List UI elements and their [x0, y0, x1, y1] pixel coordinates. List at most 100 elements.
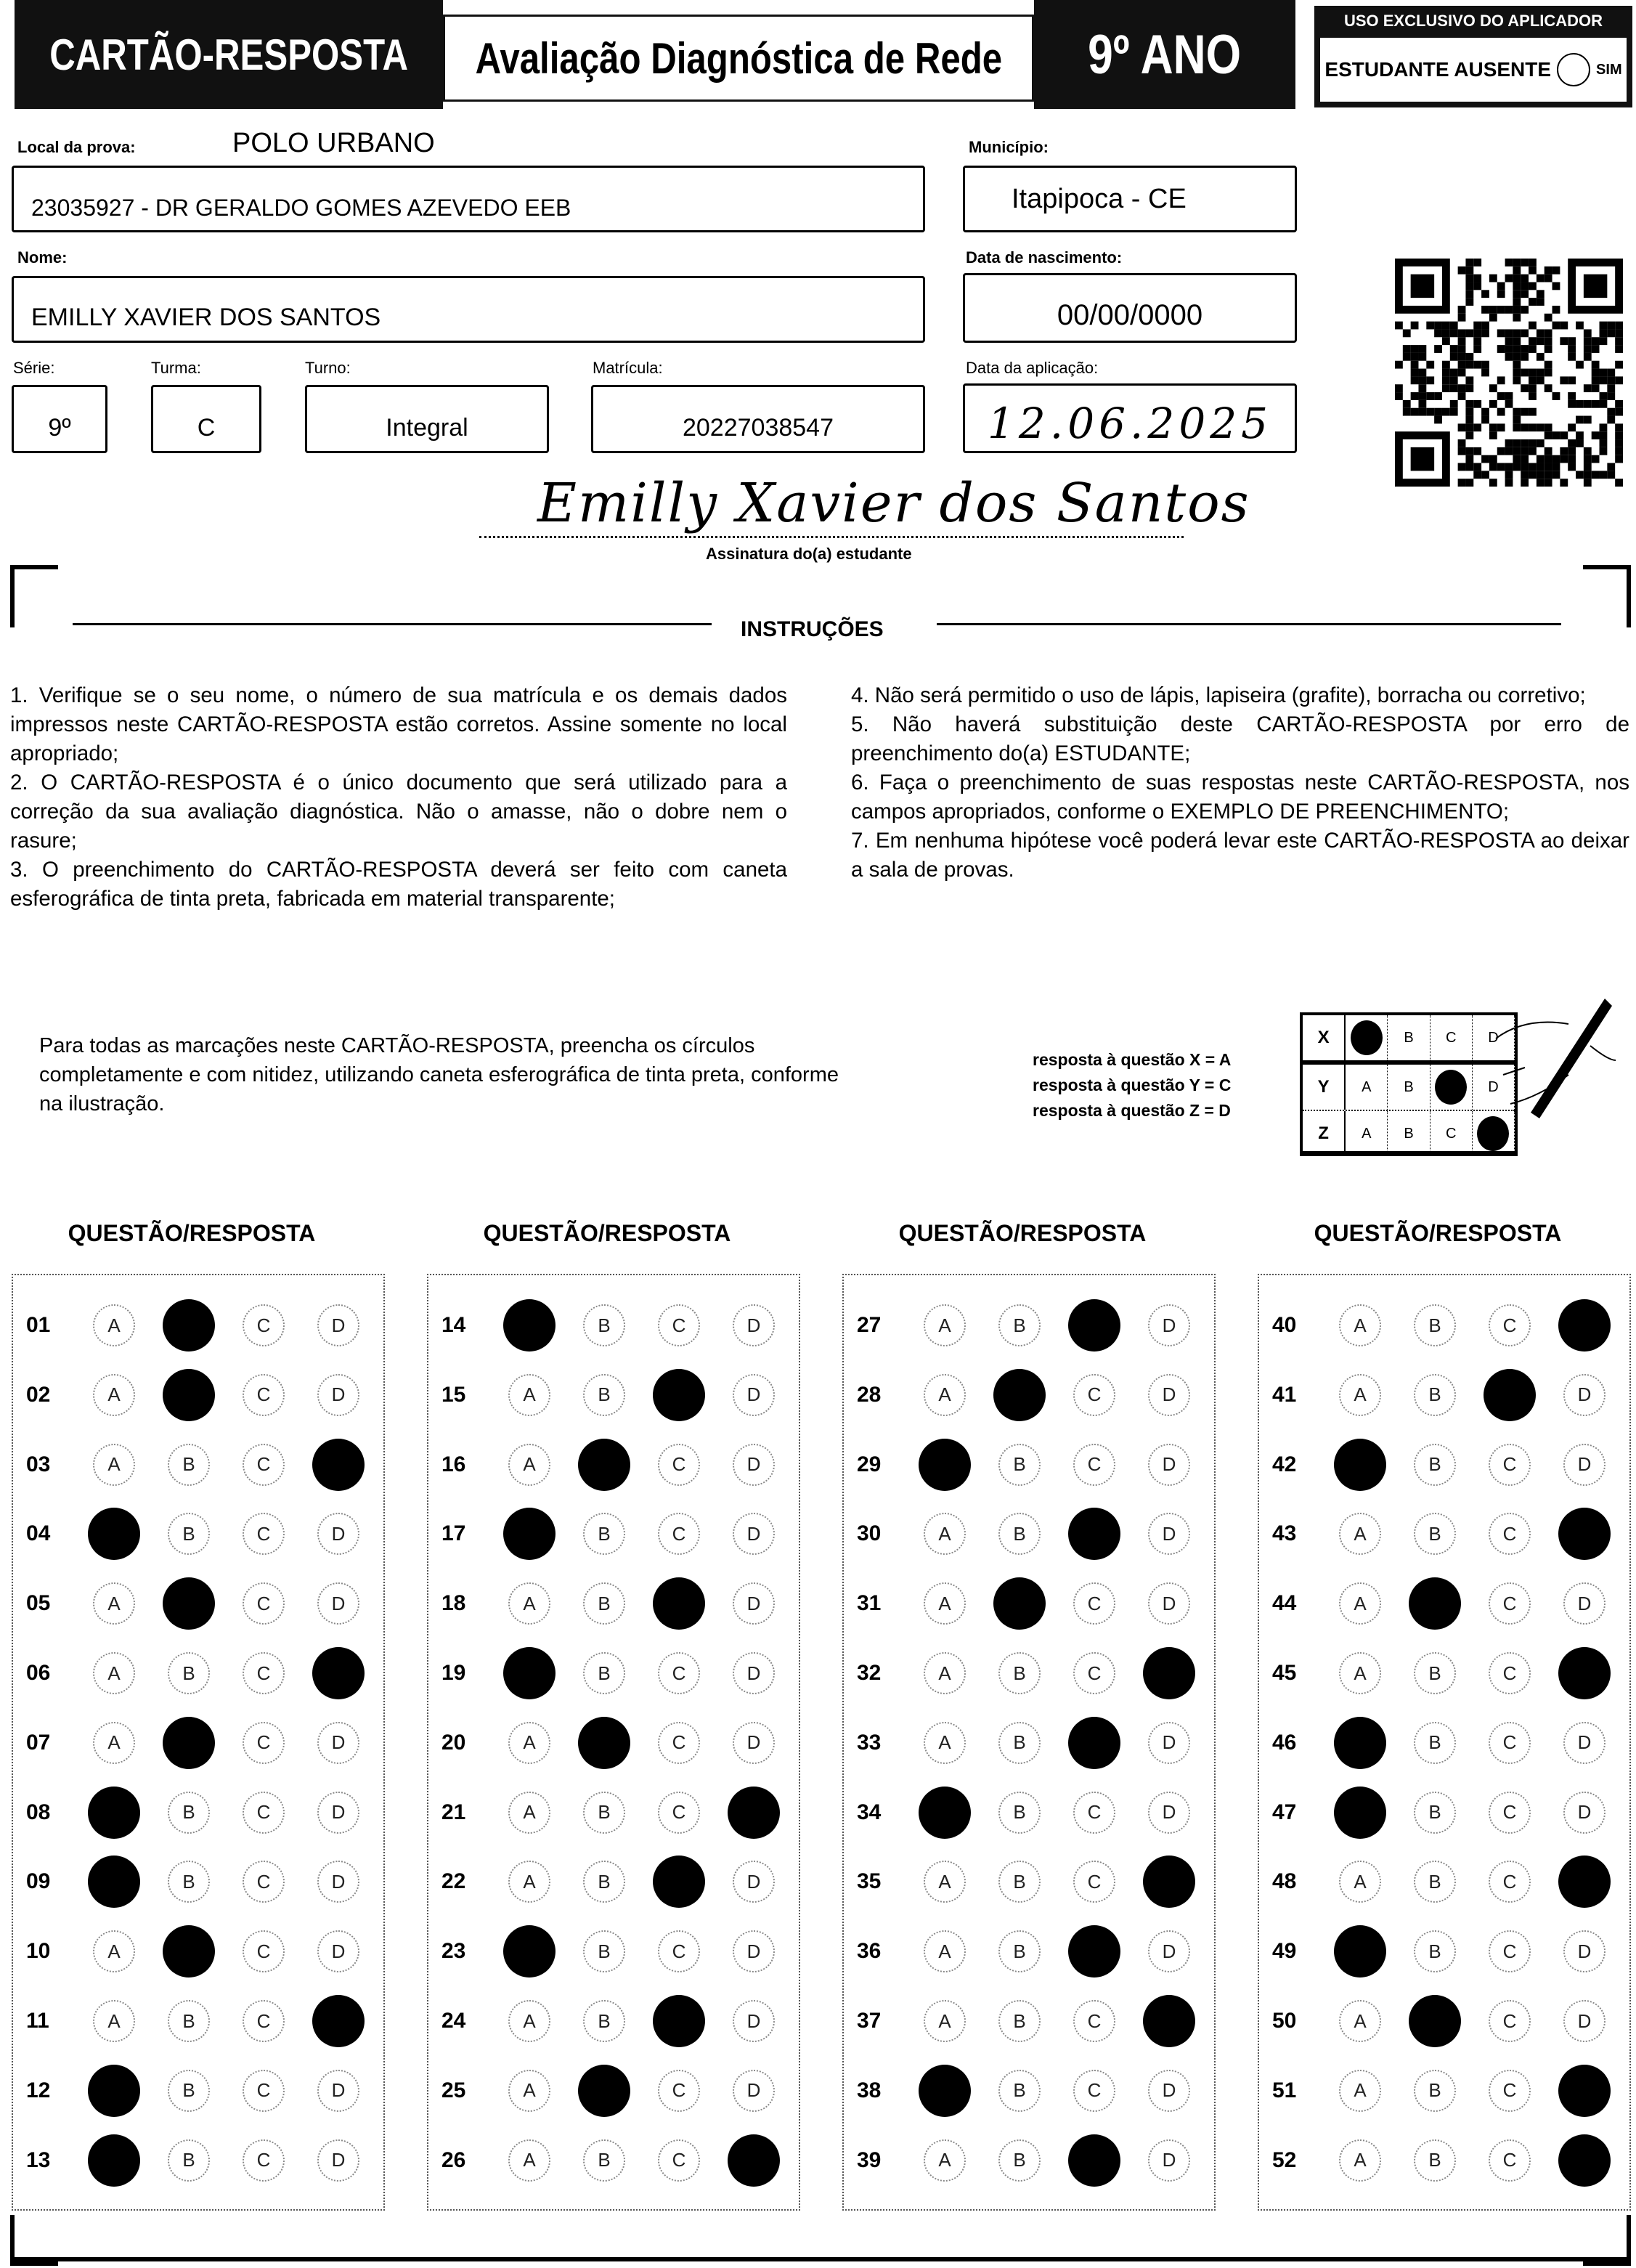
answer-bubble-c[interactable]: C	[243, 1652, 285, 1694]
answer-bubble-c[interactable]	[1068, 2134, 1120, 2187]
answer-bubble-d[interactable]	[312, 1438, 365, 1491]
answer-bubble-d[interactable]: D	[1148, 1513, 1190, 1556]
answer-bubble-c[interactable]: C	[658, 2139, 700, 2182]
answer-bubble-c[interactable]: C	[1489, 1930, 1531, 1973]
answer-bubble-a[interactable]: A	[924, 1513, 966, 1556]
answer-bubble-c[interactable]: C	[1073, 1373, 1115, 1416]
answer-bubble-d[interactable]: D	[317, 1304, 359, 1346]
answer-bubble-d[interactable]: D	[733, 1652, 775, 1694]
answer-bubble-d[interactable]	[1143, 1647, 1195, 1699]
answer-bubble-d[interactable]: D	[317, 1930, 359, 1973]
answer-bubble-a[interactable]	[503, 1508, 555, 1561]
answer-bubble-b[interactable]: B	[998, 2000, 1041, 2042]
answer-bubble-b[interactable]: B	[583, 1861, 625, 1903]
answer-bubble-d[interactable]: D	[733, 1861, 775, 1903]
answer-bubble-c[interactable]: C	[658, 1443, 700, 1486]
answer-bubble-b[interactable]: B	[1414, 1373, 1456, 1416]
answer-bubble-c[interactable]	[1068, 1299, 1120, 1352]
answer-bubble-c[interactable]: C	[243, 2000, 285, 2042]
answer-bubble-c[interactable]	[653, 1577, 705, 1630]
answer-bubble-c[interactable]: C	[658, 1513, 700, 1556]
answer-bubble-a[interactable]: A	[508, 1373, 550, 1416]
answer-bubble-c[interactable]: C	[1073, 1652, 1115, 1694]
answer-bubble-d[interactable]: D	[1148, 2069, 1190, 2112]
answer-bubble-b[interactable]: B	[583, 2139, 625, 2182]
answer-bubble-c[interactable]	[653, 1995, 705, 2047]
answer-bubble-b[interactable]: B	[1414, 1652, 1456, 1694]
answer-bubble-c[interactable]: C	[243, 1582, 285, 1625]
answer-bubble-c[interactable]: C	[1489, 1513, 1531, 1556]
answer-bubble-d[interactable]: D	[733, 1443, 775, 1486]
answer-bubble-a[interactable]	[503, 1925, 555, 1978]
answer-bubble-a[interactable]: A	[93, 1721, 135, 1764]
answer-bubble-a[interactable]: A	[508, 1861, 550, 1903]
answer-bubble-a[interactable]	[503, 1299, 555, 1352]
answer-bubble-a[interactable]	[919, 1786, 971, 1839]
answer-bubble-b[interactable]: B	[168, 2000, 210, 2042]
absent-checkbox-circle-icon[interactable]	[1557, 53, 1591, 86]
answer-bubble-d[interactable]: D	[1563, 1791, 1606, 1834]
answer-bubble-c[interactable]: C	[658, 1791, 700, 1834]
answer-bubble-a[interactable]	[1334, 1925, 1386, 1978]
answer-bubble-d[interactable]: D	[733, 2069, 775, 2112]
answer-bubble-c[interactable]	[1068, 1925, 1120, 1978]
answer-bubble-c[interactable]: C	[1073, 2069, 1115, 2112]
answer-bubble-d[interactable]: D	[317, 2139, 359, 2182]
answer-bubble-a[interactable]: A	[508, 2069, 550, 2112]
answer-bubble-a[interactable]: A	[508, 2000, 550, 2042]
answer-bubble-d[interactable]: D	[317, 1791, 359, 1834]
answer-bubble-d[interactable]: D	[317, 1582, 359, 1625]
answer-bubble-b[interactable]	[1409, 1995, 1461, 2047]
answer-bubble-d[interactable]	[728, 2134, 780, 2187]
answer-bubble-c[interactable]: C	[243, 1861, 285, 1903]
answer-bubble-b[interactable]: B	[1414, 2139, 1456, 2182]
answer-bubble-d[interactable]	[728, 1786, 780, 1839]
answer-bubble-d[interactable]: D	[733, 1930, 775, 1973]
answer-bubble-b[interactable]: B	[168, 1791, 210, 1834]
answer-bubble-c[interactable]	[653, 1856, 705, 1909]
answer-bubble-c[interactable]: C	[658, 1652, 700, 1694]
answer-bubble-a[interactable]: A	[924, 1930, 966, 1973]
answer-bubble-b[interactable]: B	[583, 1930, 625, 1973]
answer-bubble-a[interactable]: A	[508, 1443, 550, 1486]
answer-bubble-c[interactable]	[1484, 1368, 1536, 1421]
answer-bubble-a[interactable]: A	[1339, 1652, 1381, 1694]
answer-bubble-d[interactable]	[1558, 1299, 1611, 1352]
answer-bubble-b[interactable]	[993, 1577, 1046, 1630]
answer-bubble-c[interactable]: C	[1073, 1861, 1115, 1903]
answer-bubble-d[interactable]: D	[1148, 1930, 1190, 1973]
answer-bubble-a[interactable]: A	[1339, 2139, 1381, 2182]
answer-bubble-c[interactable]: C	[243, 2069, 285, 2112]
answer-bubble-c[interactable]: C	[243, 1373, 285, 1416]
answer-bubble-a[interactable]: A	[93, 1373, 135, 1416]
answer-bubble-a[interactable]: A	[1339, 1304, 1381, 1346]
answer-bubble-d[interactable]: D	[1563, 1373, 1606, 1416]
answer-bubble-c[interactable]: C	[1489, 1582, 1531, 1625]
answer-bubble-a[interactable]: A	[924, 1304, 966, 1346]
answer-bubble-b[interactable]: B	[583, 1652, 625, 1694]
answer-bubble-c[interactable]: C	[243, 2139, 285, 2182]
answer-bubble-b[interactable]	[578, 1438, 630, 1491]
answer-bubble-b[interactable]: B	[998, 1513, 1041, 1556]
answer-bubble-b[interactable]: B	[168, 1513, 210, 1556]
answer-bubble-a[interactable]	[88, 1508, 140, 1561]
answer-bubble-b[interactable]: B	[583, 1373, 625, 1416]
answer-bubble-a[interactable]: A	[1339, 1582, 1381, 1625]
answer-bubble-a[interactable]	[919, 1438, 971, 1491]
answer-bubble-c[interactable]: C	[243, 1513, 285, 1556]
answer-bubble-c[interactable]: C	[243, 1930, 285, 1973]
answer-bubble-c[interactable]: C	[658, 1721, 700, 1764]
answer-bubble-d[interactable]: D	[1563, 1443, 1606, 1486]
answer-bubble-d[interactable]: D	[733, 1721, 775, 1764]
answer-bubble-c[interactable]: C	[1489, 1652, 1531, 1694]
answer-bubble-c[interactable]: C	[1073, 2000, 1115, 2042]
answer-bubble-d[interactable]: D	[733, 1582, 775, 1625]
answer-bubble-a[interactable]: A	[924, 1582, 966, 1625]
answer-bubble-a[interactable]: A	[1339, 2069, 1381, 2112]
answer-bubble-a[interactable]: A	[508, 1582, 550, 1625]
answer-bubble-d[interactable]: D	[733, 1373, 775, 1416]
answer-bubble-b[interactable]: B	[1414, 2069, 1456, 2112]
answer-bubble-d[interactable]	[312, 1647, 365, 1699]
answer-bubble-a[interactable]: A	[1339, 1861, 1381, 1903]
answer-bubble-b[interactable]: B	[168, 2069, 210, 2112]
